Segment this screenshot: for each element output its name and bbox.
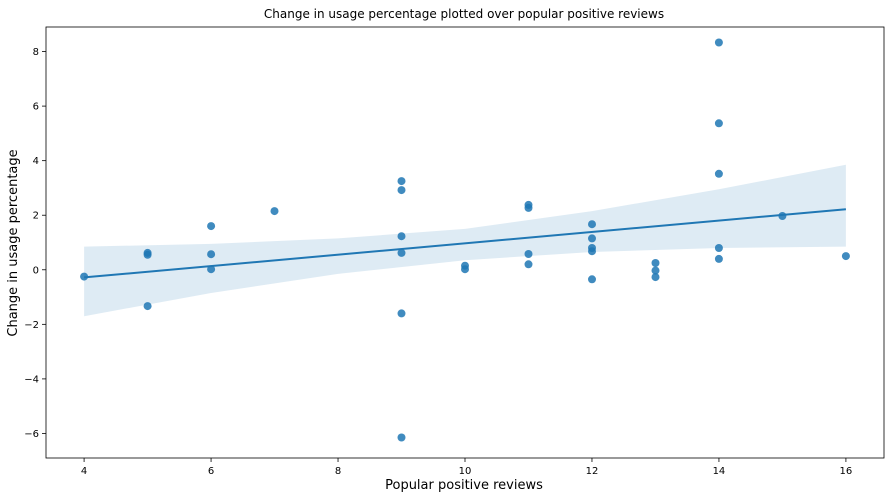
y-tick-label: −4	[24, 374, 39, 385]
data-point-9	[397, 177, 406, 186]
data-point-16	[461, 265, 469, 274]
y-axis: −6 −4 −2 0 2 4 6 8	[24, 47, 46, 440]
data-point-12	[397, 248, 406, 257]
data-point-19	[524, 250, 533, 258]
x-axis: 4 6 8 10 12 14 16	[81, 458, 852, 477]
data-point-29	[714, 38, 723, 47]
data-point-27	[651, 266, 660, 275]
data-point-11	[397, 232, 406, 241]
data-point-20	[524, 260, 533, 269]
data-point-26	[651, 259, 660, 267]
data-point-33	[714, 254, 723, 263]
data-point-30	[714, 119, 723, 128]
y-tick-label: 6	[33, 102, 39, 113]
data-point-18	[524, 203, 533, 212]
regression-line	[84, 208, 846, 279]
data-point-25	[588, 275, 596, 284]
y-tick-label: −2	[24, 320, 39, 331]
data-point-6	[207, 250, 216, 259]
data-point-3	[143, 250, 152, 259]
confidence-band	[84, 164, 846, 317]
x-tick-label: 12	[586, 466, 599, 477]
data-point-4	[143, 302, 152, 311]
data-point-13	[397, 309, 406, 318]
x-tick-label: 4	[81, 466, 87, 477]
x-tick-label: 16	[840, 466, 853, 477]
data-point-8	[270, 207, 279, 216]
y-tick-label: 8	[33, 47, 39, 58]
data-point-10	[397, 186, 406, 195]
x-tick-label: 14	[713, 466, 726, 477]
chart-title: Change in usage percentage plotted over …	[264, 7, 664, 21]
x-tick-label: 8	[335, 466, 341, 477]
data-point-21	[588, 220, 596, 229]
plot-area	[80, 38, 850, 442]
y-axis-label: Change in usage percentage	[6, 149, 21, 336]
y-tick-label: 2	[33, 211, 39, 222]
data-point-5	[207, 222, 216, 231]
data-point-14	[397, 433, 406, 442]
x-axis-label: Popular positive reviews	[385, 478, 543, 493]
data-point-35	[841, 252, 850, 261]
data-point-22	[588, 234, 596, 243]
y-tick-label: 4	[33, 156, 39, 167]
x-tick-label: 6	[208, 466, 214, 477]
data-point-24	[588, 247, 596, 256]
data-point-31	[714, 169, 723, 178]
data-point-28	[651, 273, 660, 282]
data-point-32	[714, 244, 723, 252]
y-tick-label: 0	[33, 265, 39, 276]
y-tick-label: −6	[24, 429, 39, 440]
x-tick-label: 10	[459, 466, 472, 477]
